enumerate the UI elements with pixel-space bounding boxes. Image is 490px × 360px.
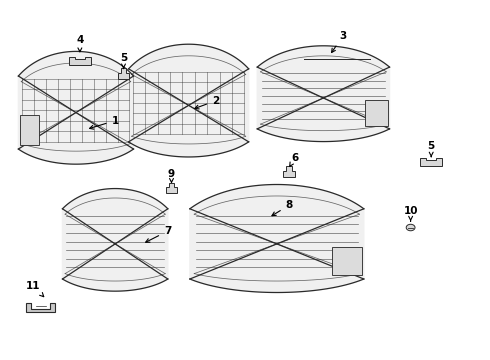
- Text: 8: 8: [272, 200, 293, 216]
- Polygon shape: [63, 189, 168, 291]
- Bar: [366, 100, 388, 126]
- Polygon shape: [283, 166, 295, 177]
- Polygon shape: [19, 51, 133, 164]
- Text: 5: 5: [428, 141, 435, 157]
- Bar: [332, 247, 362, 275]
- Text: 2: 2: [195, 96, 219, 109]
- Circle shape: [406, 224, 415, 231]
- Polygon shape: [190, 185, 364, 292]
- Polygon shape: [420, 158, 442, 166]
- Polygon shape: [69, 57, 91, 65]
- Bar: [20, 115, 39, 145]
- Text: 10: 10: [403, 206, 418, 221]
- Polygon shape: [257, 46, 390, 141]
- Polygon shape: [128, 44, 249, 157]
- Text: 3: 3: [332, 31, 346, 53]
- Text: 6: 6: [290, 153, 298, 166]
- Text: 4: 4: [76, 35, 84, 52]
- Text: 5: 5: [120, 53, 127, 68]
- Polygon shape: [166, 183, 177, 193]
- Text: 9: 9: [168, 168, 175, 183]
- Text: 1: 1: [90, 116, 119, 129]
- Polygon shape: [26, 303, 55, 312]
- Text: 7: 7: [146, 226, 172, 242]
- Polygon shape: [118, 68, 129, 79]
- Text: 11: 11: [26, 281, 44, 297]
